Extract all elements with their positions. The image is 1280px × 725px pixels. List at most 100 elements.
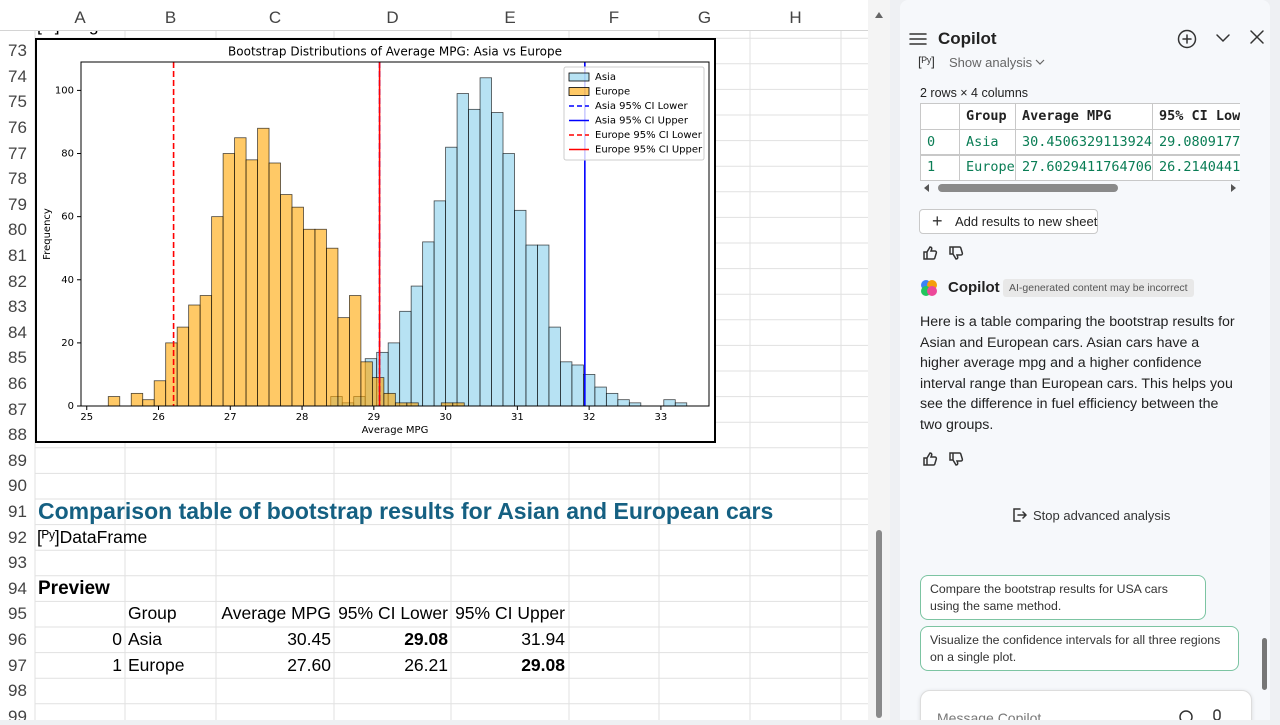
histogram-bar <box>234 137 247 407</box>
row-number: 88 <box>8 425 27 445</box>
histogram-bar <box>188 304 201 407</box>
vertical-scrollbar[interactable] <box>868 0 890 720</box>
histogram-bar <box>245 159 258 407</box>
histogram-bar <box>422 241 435 407</box>
histogram-bar <box>468 108 481 407</box>
y-tick-label: 100 <box>55 85 74 96</box>
table-header-cell: 95% CI Lower <box>1152 103 1240 130</box>
panel-scroll-thumb[interactable] <box>1262 638 1267 690</box>
expand-chevron[interactable] <box>1034 57 1046 67</box>
row-number: 77 <box>8 143 27 163</box>
histogram-bar <box>337 317 350 407</box>
histogram-bar <box>433 200 446 407</box>
column-header[interactable]: F <box>608 8 620 27</box>
column-header[interactable]: B <box>164 8 177 27</box>
panel-title: Copilot <box>938 29 997 48</box>
suggestion-chip[interactable]: Compare the bootstrap results for USA ca… <box>920 575 1206 620</box>
assistant-message: Here is a table comparing the bootstrap … <box>920 314 1235 433</box>
histogram-bar <box>107 396 121 407</box>
preview-cell: 27.60 <box>287 654 331 675</box>
mic-icon[interactable] <box>1210 709 1224 720</box>
table-header-cell: Average MPG <box>1015 103 1153 130</box>
preview-header: Group <box>128 603 177 624</box>
thumb-down-icon[interactable] <box>948 245 964 261</box>
new-chat-icon[interactable] <box>1176 28 1198 50</box>
table-cell: 1 <box>920 154 960 181</box>
dataframe-label: [ᴾʸ]DataFrame <box>37 526 148 547</box>
y-tick-label: 60 <box>61 212 74 223</box>
histogram-bar <box>514 209 527 407</box>
table-shape: 2 rows × 4 columns <box>920 86 1029 100</box>
legend-label: Asia <box>595 72 616 83</box>
scroll-up-arrow[interactable] <box>875 12 883 18</box>
column-header[interactable]: C <box>268 8 282 27</box>
row-number: 92 <box>8 527 27 547</box>
add-results-button[interactable]: + Add results to new sheet <box>919 209 1098 234</box>
preview-header: 95% CI Lower <box>338 603 448 624</box>
row-number: 78 <box>8 169 27 189</box>
histogram-bar <box>371 377 385 407</box>
close-icon[interactable] <box>1248 28 1266 46</box>
histogram-bar <box>291 206 304 407</box>
x-tick-label: 26 <box>152 412 165 423</box>
add-results-label: Add results to new sheet <box>955 214 1098 229</box>
histogram-bar <box>383 392 396 407</box>
column-header[interactable]: G <box>697 8 712 27</box>
histogram-bar <box>548 326 561 407</box>
x-tick-label: 25 <box>80 412 93 423</box>
column-header[interactable]: E <box>504 8 516 27</box>
thumb-up-icon[interactable] <box>922 245 938 261</box>
row-number: 94 <box>8 578 27 598</box>
show-analysis[interactable]: Show analysis <box>949 55 1033 70</box>
thumb-down-icon[interactable] <box>948 451 964 467</box>
histogram-bar <box>142 399 155 407</box>
histogram-bar <box>594 386 607 407</box>
y-tick-label: 20 <box>61 338 74 349</box>
copilot-logo <box>921 280 937 296</box>
table-cell: 27.6029411764706 <box>1015 154 1153 181</box>
preview-cell: 31.94 <box>521 629 565 649</box>
table-cell: 29.08091772 <box>1152 128 1240 156</box>
x-tick-label: 30 <box>439 412 452 423</box>
table-cell: 0 <box>920 128 960 156</box>
stop-analysis[interactable]: Stop advanced analysis <box>1033 508 1171 523</box>
row-number: 76 <box>8 118 27 137</box>
histogram-bar <box>165 342 178 407</box>
histogram-bar <box>479 77 492 407</box>
row-number: 82 <box>8 271 27 291</box>
row-number: 83 <box>8 297 27 317</box>
x-tick-label: 28 <box>296 412 309 423</box>
plus-glyph: + <box>932 211 943 231</box>
column-header[interactable]: A <box>74 8 86 27</box>
attach-icon[interactable] <box>1178 709 1194 720</box>
legend-label: Europe <box>595 87 630 98</box>
histogram-bar <box>130 392 144 407</box>
stop-icon[interactable] <box>1010 506 1028 524</box>
y-axis-label: Frequency <box>42 208 53 260</box>
column-header[interactable]: H <box>789 8 802 27</box>
collapse-icon[interactable] <box>1214 30 1232 46</box>
chart-image: Bootstrap Distributions of Average MPG: … <box>35 38 716 443</box>
table-scrollbar[interactable] <box>920 182 1240 194</box>
row-number: 99 <box>8 706 27 720</box>
histogram-bar <box>537 244 550 407</box>
section-heading: Comparison table of bootstrap results fo… <box>38 498 774 524</box>
row-number: 97 <box>8 655 27 675</box>
column-header-band <box>0 0 868 31</box>
thumb-up-icon[interactable] <box>922 451 938 467</box>
message-input[interactable]: Message Copilot <box>920 690 1252 720</box>
menu-icon[interactable] <box>908 30 928 48</box>
py-tag: [ᴾʸ] <box>918 54 935 69</box>
y-tick-label: 0 <box>68 401 74 412</box>
x-axis-label: Average MPG <box>362 425 429 436</box>
histogram-bar <box>571 364 584 407</box>
table-cell: 26.21404411 <box>1152 154 1240 181</box>
input-placeholder: Message Copilot <box>937 710 1042 720</box>
histogram-bar <box>176 326 190 407</box>
suggestion-chip[interactable]: Visualize the confidence intervals for a… <box>920 626 1239 671</box>
x-tick-label: 29 <box>367 412 380 423</box>
column-header[interactable]: D <box>386 8 399 27</box>
scroll-thumb[interactable] <box>876 530 882 718</box>
legend-patch <box>568 87 590 96</box>
